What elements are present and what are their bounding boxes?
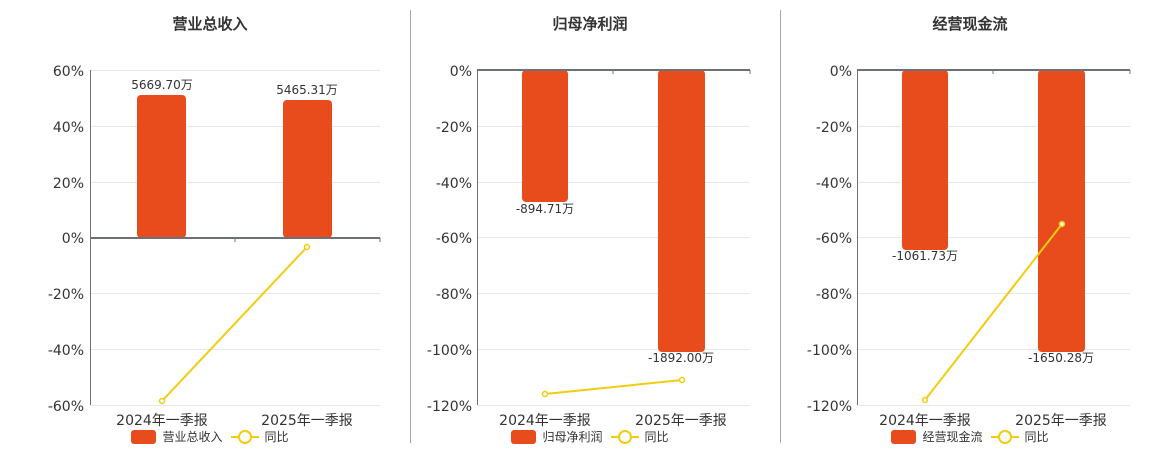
svg-text:2024年一季报: 2024年一季报	[116, 413, 208, 429]
yoy-marker[interactable]	[678, 376, 686, 384]
yoy-marker[interactable]	[541, 390, 549, 398]
svg-text:-80%: -80%	[816, 287, 852, 303]
chart-title: 归母净利润	[552, 15, 628, 33]
line-marker-icon	[230, 429, 259, 444]
bar-2025q1[interactable]	[283, 100, 332, 238]
bar-value-labels: 5669.70万 5465.31万	[131, 78, 338, 97]
legend-label: 同比	[644, 430, 669, 444]
svg-text:2025年一季报: 2025年一季报	[1015, 413, 1107, 429]
chart-plot: 0% -20% -40% -60% -80% -100% -120% -1061…	[807, 64, 1131, 429]
svg-text:-60%: -60%	[48, 399, 84, 415]
x-axis-labels: 2024年一季报 2025年一季报	[499, 413, 727, 429]
svg-text:-80%: -80%	[436, 287, 472, 303]
svg-text:2025年一季报: 2025年一季报	[635, 413, 727, 429]
svg-text:-20%: -20%	[816, 120, 852, 136]
panel-divider	[780, 10, 781, 443]
y-axis-labels: 0% -20% -40% -60% -80% -100% -120%	[427, 64, 472, 415]
yoy-marker[interactable]	[921, 396, 929, 404]
bar-2024q1[interactable]	[522, 70, 568, 202]
yoy-marker[interactable]	[303, 243, 311, 251]
y-axis-labels: 60% 40% 20% 0% -20% -40% -60%	[48, 64, 84, 415]
line-marker-icon	[610, 429, 639, 444]
svg-text:20%: 20%	[53, 176, 84, 192]
bar-2025q1[interactable]	[658, 70, 705, 352]
chart-legend: 归母净利润 同比	[390, 428, 790, 445]
x-axis-labels: 2024年一季报 2025年一季报	[879, 413, 1107, 429]
yoy-line	[544, 379, 683, 395]
line-marker-icon	[990, 429, 1019, 444]
bar-2024q1[interactable]	[137, 95, 186, 238]
svg-text:40%: 40%	[53, 120, 84, 136]
legend-label: 营业总收入	[162, 430, 223, 444]
chart-panel-revenue: 营业总收入 60% 40% 20% 0% -20% -40% -60% 5669…	[0, 0, 410, 450]
legend-item-line[interactable]: 同比	[610, 428, 669, 445]
legend-item-bar[interactable]: 经营现金流	[891, 428, 983, 445]
bar-swatch-icon	[511, 429, 537, 444]
bar-value-labels: -1061.73万 -1650.28万	[892, 249, 1094, 365]
panel-divider	[410, 10, 411, 443]
svg-text:-20%: -20%	[436, 120, 472, 136]
svg-text:-40%: -40%	[48, 343, 84, 359]
bar-2024q1[interactable]	[902, 70, 948, 250]
legend-label: 归母净利润	[542, 430, 603, 444]
chart-plot: 60% 40% 20% 0% -20% -40% -60% 5669.70万 5…	[48, 64, 381, 429]
yoy-marker[interactable]	[1058, 220, 1066, 228]
svg-text:-894.71万: -894.71万	[516, 202, 574, 216]
yoy-line	[924, 223, 1063, 401]
legend-item-bar[interactable]: 归母净利润	[511, 428, 603, 445]
chart-plot: 0% -20% -40% -60% -80% -100% -120% -894.…	[427, 64, 751, 429]
chart-panel-operating-cash-flow: 经营现金流 0% -20% -40% -60% -80% -100% -120%…	[770, 0, 1160, 450]
chart-panel-net-profit: 归母净利润 0% -20% -40% -60% -80% -100% -120%…	[390, 0, 780, 450]
svg-text:-120%: -120%	[427, 399, 472, 415]
svg-text:0%: 0%	[450, 64, 472, 80]
svg-text:2024年一季报: 2024年一季报	[879, 413, 971, 429]
svg-text:-120%: -120%	[807, 399, 852, 415]
svg-text:-60%: -60%	[816, 231, 852, 247]
yoy-line	[161, 246, 308, 402]
legend-item-line[interactable]: 同比	[230, 428, 289, 445]
bar-swatch-icon	[131, 429, 157, 444]
legend-label: 同比	[264, 430, 289, 444]
svg-text:-60%: -60%	[436, 231, 472, 247]
legend-label: 经营现金流	[922, 430, 983, 444]
svg-text:0%: 0%	[830, 64, 852, 80]
y-axis-labels: 0% -20% -40% -60% -80% -100% -120%	[807, 64, 852, 415]
svg-text:-100%: -100%	[807, 343, 852, 359]
legend-item-line[interactable]: 同比	[990, 428, 1049, 445]
chart-title: 营业总收入	[172, 15, 248, 33]
svg-text:2024年一季报: 2024年一季报	[499, 413, 591, 429]
svg-text:-1650.28万: -1650.28万	[1028, 351, 1094, 365]
bar-value-labels: -894.71万 -1892.00万	[516, 202, 714, 365]
chart-legend: 营业总收入 同比	[0, 428, 420, 445]
yoy-marker[interactable]	[158, 397, 166, 405]
svg-text:5669.70万: 5669.70万	[131, 78, 193, 92]
chart-title: 经营现金流	[932, 15, 1008, 33]
svg-text:60%: 60%	[53, 64, 84, 80]
svg-text:-20%: -20%	[48, 287, 84, 303]
svg-text:5465.31万: 5465.31万	[276, 83, 338, 97]
svg-text:-100%: -100%	[427, 343, 472, 359]
legend-label: 同比	[1024, 430, 1049, 444]
bar-2025q1[interactable]	[1038, 70, 1085, 352]
svg-text:2025年一季报: 2025年一季报	[261, 413, 353, 429]
legend-item-bar[interactable]: 营业总收入	[131, 428, 223, 445]
x-axis-labels: 2024年一季报 2025年一季报	[116, 413, 353, 429]
svg-text:0%: 0%	[62, 231, 84, 247]
svg-text:-1892.00万: -1892.00万	[648, 351, 714, 365]
svg-text:-1061.73万: -1061.73万	[892, 249, 958, 263]
bar-swatch-icon	[891, 429, 917, 444]
chart-legend: 经营现金流 同比	[770, 428, 1160, 445]
svg-text:-40%: -40%	[436, 176, 472, 192]
svg-text:-40%: -40%	[816, 176, 852, 192]
